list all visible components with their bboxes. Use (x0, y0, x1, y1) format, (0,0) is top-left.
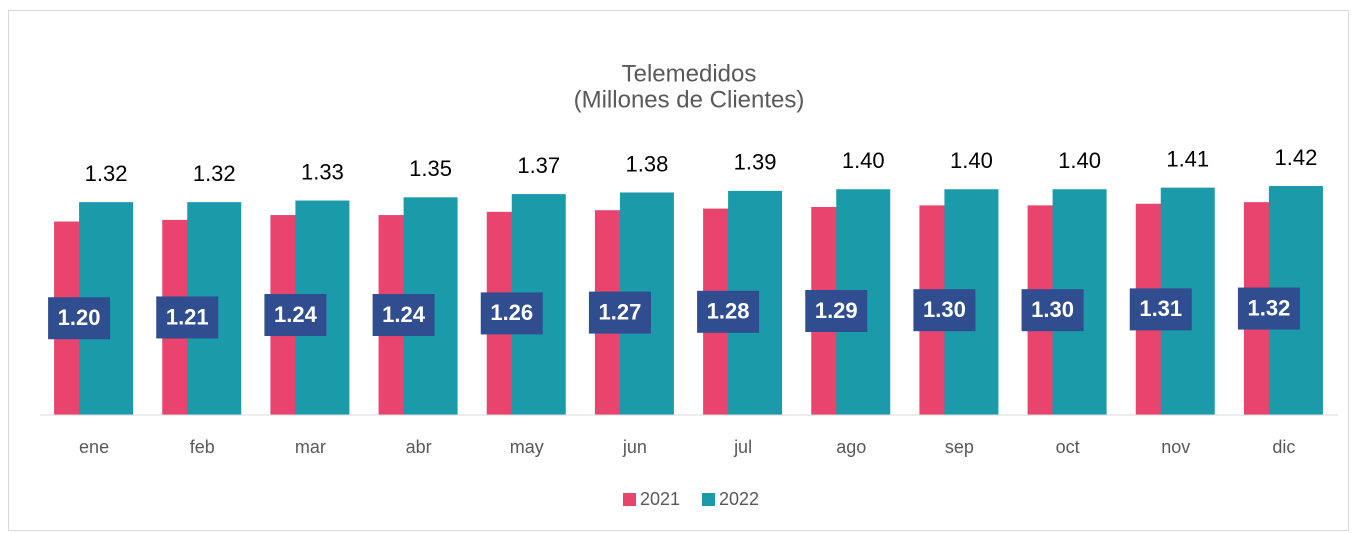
data-label: 1.32 (1248, 295, 1291, 320)
data-label-box (1129, 288, 1192, 331)
x-tick-label: dic (1272, 437, 1295, 457)
data-label: 1.42 (1275, 145, 1318, 170)
data-label: 1.30 (923, 297, 966, 322)
x-tick-label: mar (295, 437, 326, 457)
data-label: 1.28 (707, 299, 750, 324)
data-label-box (588, 291, 651, 334)
data-label: 1.30 (1031, 297, 1074, 322)
data-label-box (48, 297, 111, 340)
legend-swatch (623, 493, 636, 506)
legend-swatch (702, 493, 715, 506)
data-label-box (1021, 289, 1084, 332)
data-label: 1.26 (490, 300, 533, 325)
data-label-box (697, 290, 760, 333)
x-tick-label: may (510, 437, 544, 457)
data-label: 1.35 (409, 156, 452, 181)
data-label: 1.21 (166, 304, 209, 329)
data-label: 1.40 (842, 148, 885, 173)
data-label: 1.27 (599, 299, 642, 324)
data-label: 1.41 (1166, 146, 1209, 171)
data-label: 1.31 (1139, 296, 1182, 321)
data-label: 1.37 (517, 153, 560, 178)
data-label: 1.29 (815, 298, 858, 323)
data-label: 1.32 (193, 161, 236, 186)
data-label-box (913, 289, 976, 332)
legend-label: 2022 (719, 489, 759, 509)
data-label-box (1237, 287, 1300, 330)
x-tick-label: feb (190, 437, 215, 457)
data-label: 1.39 (734, 150, 777, 175)
x-tick-label: sep (945, 437, 974, 457)
data-label: 1.38 (626, 151, 669, 176)
legend-label: 2021 (640, 489, 680, 509)
chart-title: Telemedidos (622, 60, 757, 87)
data-label-box (264, 294, 327, 337)
data-label: 1.40 (950, 148, 993, 173)
data-label-box (805, 289, 868, 332)
x-tick-label: nov (1161, 437, 1190, 457)
data-label: 1.33 (301, 159, 344, 184)
x-tick-label: oct (1056, 437, 1080, 457)
data-label: 1.24 (274, 302, 318, 327)
x-tick-label: jun (622, 437, 647, 457)
data-label: 1.32 (85, 161, 128, 186)
x-tick-label: ene (79, 437, 109, 457)
x-tick-label: ago (836, 437, 866, 457)
data-label-box (480, 292, 543, 335)
chart-subtitle: (Millones de Clientes) (574, 86, 805, 113)
x-tick-label: abr (406, 437, 432, 457)
x-tick-label: jul (733, 437, 752, 457)
data-label: 1.20 (58, 305, 101, 330)
data-label-box (372, 294, 435, 337)
data-label: 1.24 (382, 302, 426, 327)
data-label: 1.40 (1058, 148, 1101, 173)
data-label-box (156, 296, 219, 339)
